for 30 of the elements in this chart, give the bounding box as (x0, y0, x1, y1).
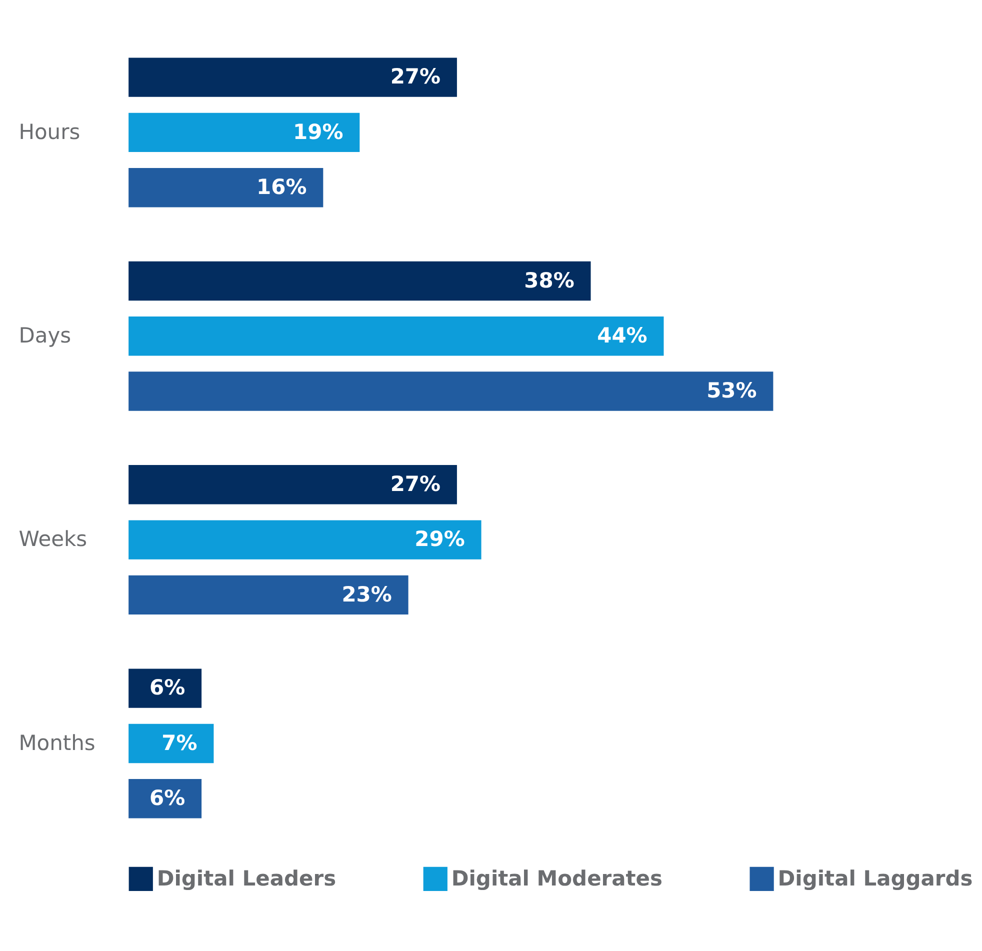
y-tick-label: Hours (18, 120, 80, 144)
bar (128, 58, 457, 97)
bar (128, 168, 324, 208)
bar (128, 112, 360, 152)
legend-label: Digital Laggards (778, 866, 973, 890)
bar (128, 261, 591, 301)
data-label: 53% (706, 378, 757, 403)
data-label: 27% (390, 64, 441, 89)
bar (128, 575, 408, 615)
legend-label: Digital Moderates (451, 866, 663, 890)
bar (128, 465, 457, 504)
bar (128, 316, 664, 356)
bar (128, 372, 774, 411)
data-label: 7% (162, 730, 198, 755)
bar (128, 668, 202, 708)
legend-label: Digital Leaders (156, 866, 336, 890)
data-label: 38% (524, 268, 574, 292)
data-label: 44% (597, 324, 648, 348)
data-label: 16% (256, 174, 307, 199)
bar (128, 520, 482, 560)
data-label: 6% (150, 676, 186, 700)
data-label: 23% (342, 582, 392, 606)
y-tick-label: Days (18, 324, 72, 348)
y-tick-label: Months (18, 730, 96, 755)
y-tick-label: Weeks (18, 527, 88, 552)
data-label: 27% (390, 472, 441, 496)
data-label: 6% (150, 786, 186, 810)
data-label: 29% (414, 527, 465, 552)
data-label: 19% (293, 120, 344, 144)
bar (128, 724, 214, 764)
